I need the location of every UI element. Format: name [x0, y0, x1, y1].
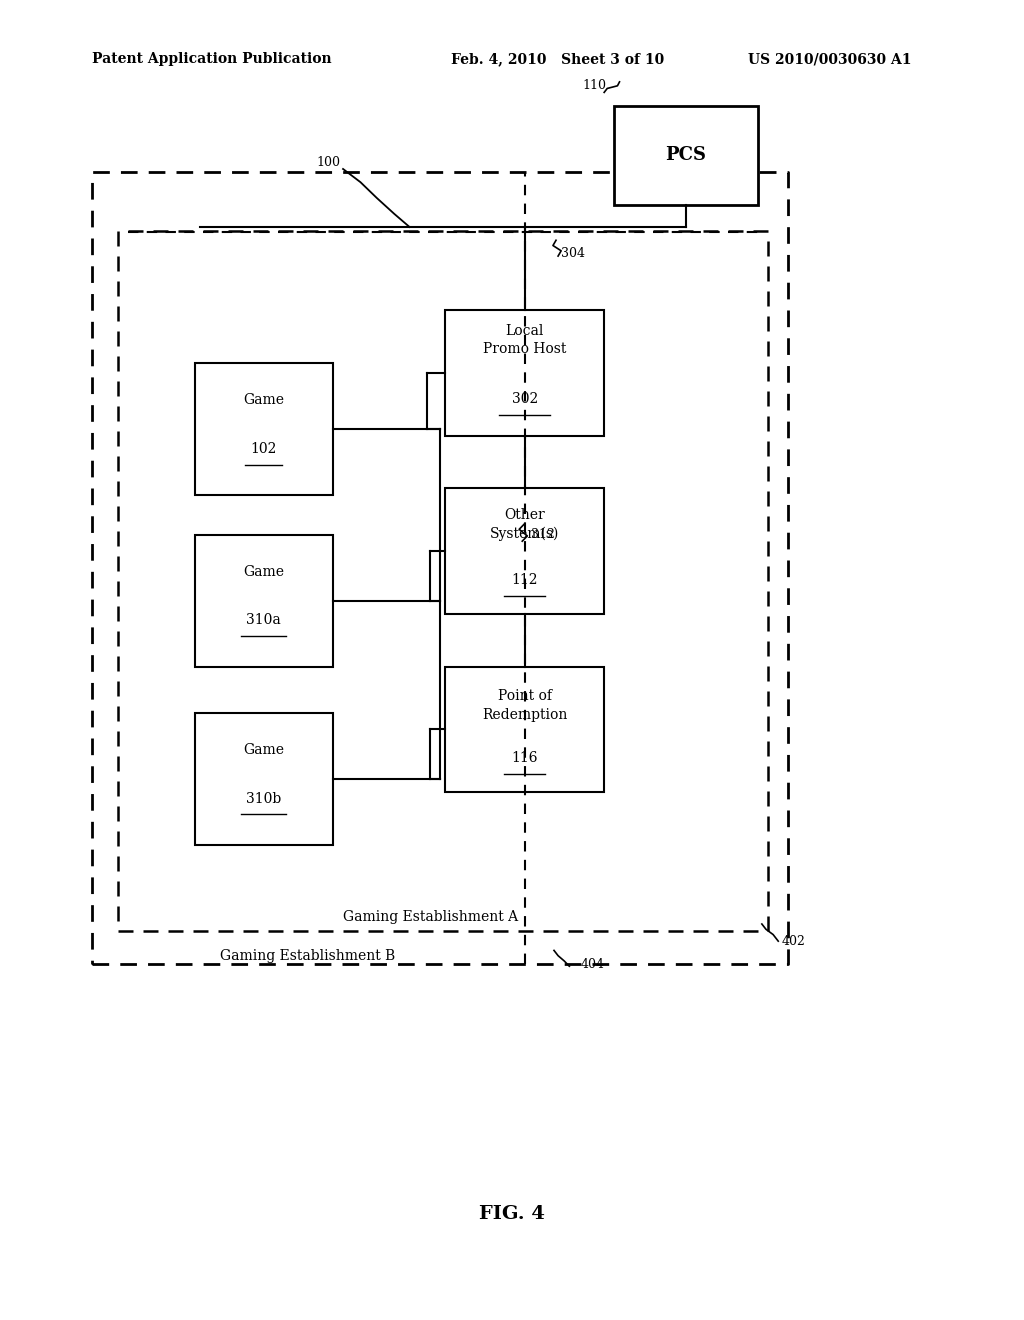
Bar	[445, 488, 604, 614]
Text: PCS: PCS	[666, 147, 707, 164]
Text: 110: 110	[583, 79, 606, 92]
Text: Game: Game	[243, 743, 285, 756]
Text: Other
System(s): Other System(s)	[490, 508, 559, 541]
Bar	[614, 106, 758, 205]
Text: 302: 302	[512, 392, 538, 407]
Text: 102: 102	[251, 442, 276, 455]
Text: 116: 116	[512, 751, 538, 766]
Bar	[445, 667, 604, 792]
Bar	[445, 310, 604, 436]
Text: 100: 100	[316, 156, 340, 169]
Text: 310b: 310b	[246, 792, 282, 805]
Text: Game: Game	[243, 393, 285, 407]
Text: 310a: 310a	[247, 614, 281, 627]
Bar	[195, 535, 333, 667]
Text: 112: 112	[512, 573, 538, 587]
Text: Point of
Redemption: Point of Redemption	[482, 689, 567, 722]
Bar	[195, 363, 333, 495]
Text: Gaming Establishment A: Gaming Establishment A	[342, 911, 518, 924]
Text: 404: 404	[581, 958, 604, 972]
Bar	[195, 713, 333, 845]
Text: Feb. 4, 2010   Sheet 3 of 10: Feb. 4, 2010 Sheet 3 of 10	[451, 53, 664, 66]
Text: Gaming Establishment B: Gaming Establishment B	[219, 949, 395, 962]
Text: 402: 402	[781, 935, 805, 948]
Text: Patent Application Publication: Patent Application Publication	[92, 53, 332, 66]
Text: FIG. 4: FIG. 4	[479, 1205, 545, 1224]
Text: Game: Game	[243, 565, 285, 578]
Text: 312: 312	[531, 528, 555, 541]
Text: Local
Promo Host: Local Promo Host	[483, 323, 566, 356]
Text: 304: 304	[561, 247, 585, 260]
Text: US 2010/0030630 A1: US 2010/0030630 A1	[748, 53, 911, 66]
